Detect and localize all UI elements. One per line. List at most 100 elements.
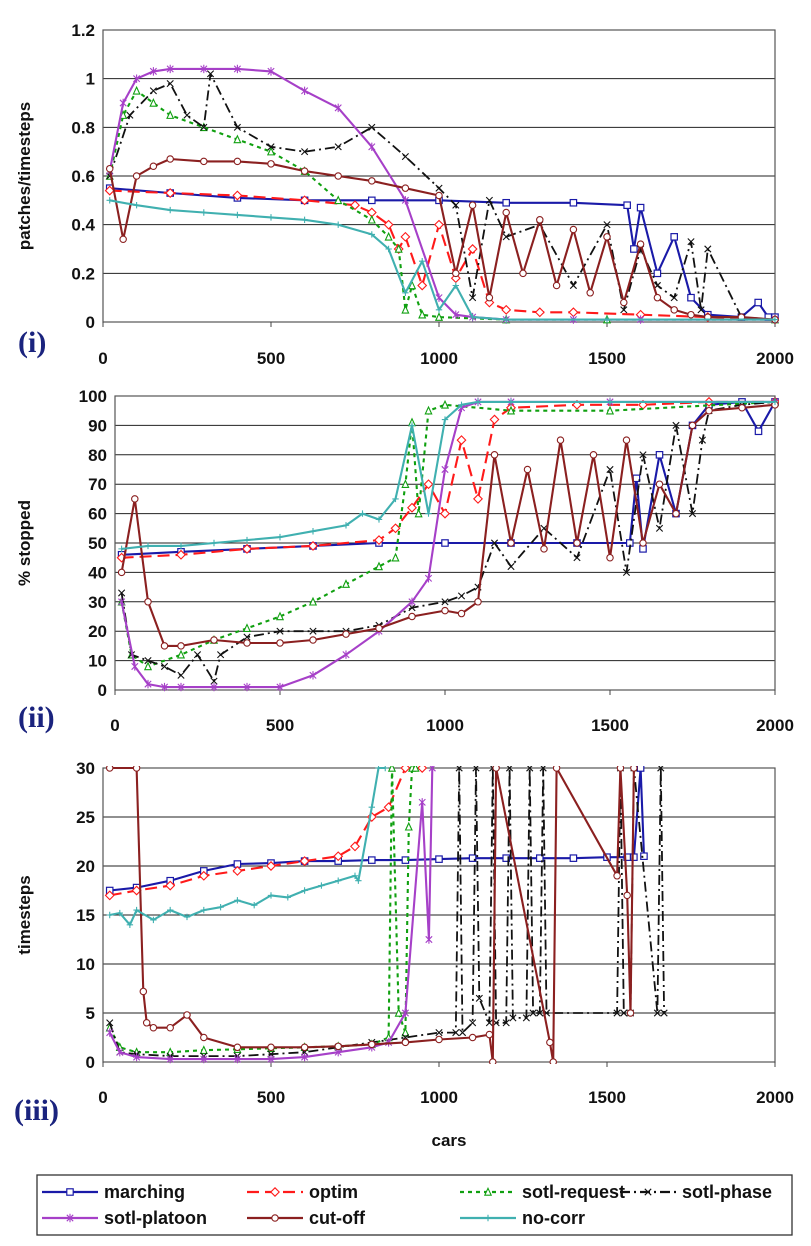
data-point-cut-off: [557, 437, 563, 443]
data-point-no-corr: [301, 217, 307, 223]
data-point-sotl-phase: [508, 563, 514, 569]
y-tick-label: 10: [88, 652, 107, 671]
data-point-cut-off: [486, 294, 492, 300]
data-point-cut-off: [343, 631, 349, 637]
data-point-cut-off: [244, 640, 250, 646]
panel-label: (ii): [18, 701, 55, 734]
data-point-sotl-platoon: [425, 574, 431, 582]
data-point-no-corr: [107, 912, 113, 918]
data-point-cut-off: [493, 765, 499, 771]
data-point-cut-off: [234, 158, 240, 164]
data-point-no-corr: [335, 878, 341, 884]
charts-canvas: 00.20.40.60.811.20 500 1000 1500 2000patches…: [0, 0, 811, 1246]
data-point-no-corr: [285, 894, 291, 900]
y-axis-label: patches/timesteps: [15, 102, 34, 250]
data-point-cut-off: [541, 546, 547, 552]
data-point-cut-off: [469, 202, 475, 208]
data-point-sotl-platoon: [120, 99, 126, 107]
data-point-cut-off: [335, 173, 341, 179]
data-point-optim: [490, 415, 498, 423]
data-point-no-corr: [133, 202, 139, 208]
x-tick-label: 1500: [588, 1088, 626, 1107]
data-point-marching: [755, 299, 761, 305]
data-point-cut-off: [211, 637, 217, 643]
panel-label: (i): [18, 326, 46, 359]
y-tick-label: 0.8: [71, 118, 95, 137]
y-tick-label: 60: [88, 505, 107, 524]
y-tick-label: 20: [88, 622, 107, 641]
data-point-cut-off: [537, 217, 543, 223]
data-point-marching: [631, 246, 637, 252]
data-point-sotl-request: [425, 407, 431, 414]
y-tick-label: 10: [76, 955, 95, 974]
y-tick-label: 30: [76, 759, 95, 778]
y-tick-label: 0.6: [71, 167, 95, 186]
data-point-cut-off: [490, 1059, 496, 1065]
data-point-cut-off: [436, 192, 442, 198]
data-point-cut-off: [167, 156, 173, 162]
data-point-cut-off: [167, 1025, 173, 1031]
data-point-cut-off: [689, 422, 695, 428]
data-point-cut-off: [587, 290, 593, 296]
legend-label: no-corr: [522, 1208, 585, 1228]
data-point-sotl-phase: [178, 672, 184, 678]
x-tick-label: 2000: [756, 349, 794, 368]
data-point-marching: [67, 1189, 73, 1195]
data-point-cut-off: [140, 988, 146, 994]
data-point-no-corr: [425, 510, 431, 516]
data-point-marching: [671, 234, 677, 240]
panel-label: (iii): [14, 1094, 59, 1127]
data-point-cut-off: [486, 1031, 492, 1037]
series-line-sotl-request: [110, 91, 775, 320]
data-point-cut-off: [118, 569, 124, 575]
series-optim: [106, 764, 427, 900]
data-point-sotl-platoon: [426, 935, 432, 943]
data-point-cut-off: [631, 765, 637, 771]
x-tick-label: 1000: [426, 716, 464, 735]
data-point-cut-off: [201, 158, 207, 164]
data-point-cut-off: [150, 163, 156, 169]
data-point-no-corr: [211, 540, 217, 546]
data-point-cut-off: [178, 643, 184, 649]
data-point-sotl-phase: [705, 246, 711, 252]
data-point-cut-off: [475, 599, 481, 605]
data-point-cut-off: [607, 555, 613, 561]
y-tick-label: 0: [98, 681, 107, 700]
y-tick-label: 80: [88, 446, 107, 465]
x-tick-label: 1500: [588, 349, 626, 368]
data-point-optim: [474, 495, 482, 503]
data-point-marching: [656, 452, 662, 458]
data-point-sotl-platoon: [343, 651, 349, 659]
x-tick-label: 1500: [591, 716, 629, 735]
data-point-no-corr: [318, 882, 324, 888]
data-point-cut-off: [688, 312, 694, 318]
data-point-cut-off: [161, 643, 167, 649]
data-point-marching: [436, 856, 442, 862]
x-tick-label: 0: [110, 716, 119, 735]
data-point-cut-off: [107, 166, 113, 172]
data-point-cut-off: [335, 1043, 341, 1049]
series-line-no-corr: [110, 768, 386, 925]
data-point-no-corr: [234, 897, 240, 903]
data-point-cut-off: [184, 1012, 190, 1018]
x-tick-label: 1000: [420, 1088, 458, 1107]
data-point-cut-off: [624, 892, 630, 898]
data-point-cut-off: [617, 765, 623, 771]
data-point-cut-off: [656, 481, 662, 487]
data-point-cut-off: [268, 161, 274, 167]
x-axis-label: cars: [432, 1131, 467, 1150]
data-point-optim: [569, 308, 577, 316]
data-point-cut-off: [654, 294, 660, 300]
data-point-optim: [418, 281, 426, 289]
data-point-cut-off: [402, 1039, 408, 1045]
data-point-no-corr: [382, 765, 388, 771]
data-point-no-corr: [369, 804, 375, 810]
data-point-optim: [502, 306, 510, 314]
data-point-marching: [369, 197, 375, 203]
data-point-cut-off: [550, 1059, 556, 1065]
data-point-cut-off: [301, 1044, 307, 1050]
y-tick-label: 0: [86, 313, 95, 332]
legend-label: sotl-phase: [682, 1182, 772, 1202]
data-point-cut-off: [627, 1010, 633, 1016]
chart-panel-iii: 0510152025300 500 1000 1500 2000timestepscar…: [14, 759, 794, 1150]
